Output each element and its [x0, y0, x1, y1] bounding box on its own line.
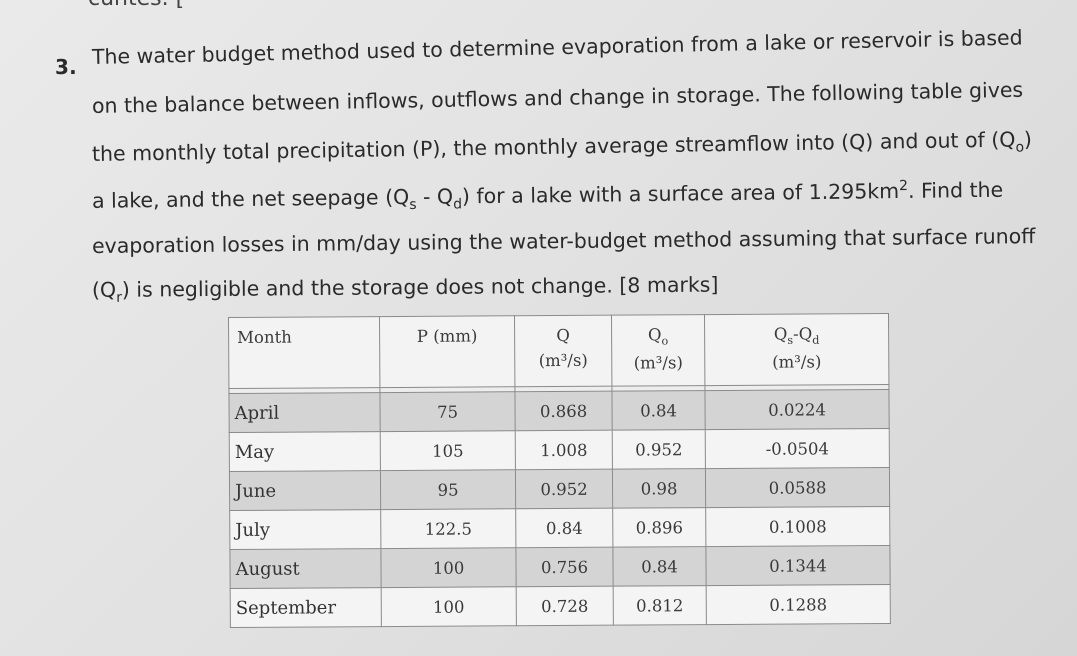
cell-month: April [228, 392, 381, 433]
table-row: May 105 1.008 0.952 -0.0504 [229, 428, 890, 472]
cell-month: May [229, 431, 381, 472]
cell-qo: 0.812 [613, 585, 707, 626]
cell-month: June [229, 470, 381, 511]
cell-p: 95 [380, 469, 516, 510]
qo-subscript: o [1015, 139, 1025, 156]
cell-qsd: 0.1344 [705, 545, 891, 586]
cell-qsd: 0.0224 [704, 389, 890, 430]
question-line-6-b: ) is negligible and the storage does not… [121, 272, 719, 302]
cell-q: 0.756 [515, 547, 614, 587]
cell-qsd: -0.0504 [705, 428, 890, 469]
header-p: P (mm) [379, 315, 515, 388]
cut-off-header-text: cuntes. [ [88, 0, 184, 11]
cell-q: 0.868 [514, 391, 613, 431]
question-line-3: the monthly total precipitation (P), the… [92, 127, 1032, 170]
table-header-row: Month P (mm) Q (m³/s) Qo (m³/s) Qs-Qd (m³/s… [228, 313, 889, 389]
qd-subscript: d [453, 196, 463, 213]
cell-q: 0.728 [516, 586, 614, 626]
table-row: April 75 0.868 0.84 0.0224 [228, 389, 890, 433]
question-line-3-text: the monthly total precipitation (P), the… [91, 127, 1016, 166]
cell-month: July [229, 509, 381, 550]
table-row: July 122.5 0.84 0.896 0.1008 [229, 506, 890, 550]
cell-p: 122.5 [380, 508, 516, 549]
cell-q: 0.952 [515, 469, 613, 509]
cell-qo: 0.84 [611, 390, 706, 431]
cell-qo: 0.84 [612, 546, 707, 587]
cell-qo: 0.98 [612, 468, 706, 509]
question-line-4: a lake, and the net seepage (Qs - Qd) fo… [92, 177, 1004, 217]
header-month: Month [228, 316, 380, 389]
question-line-3-end: ) [1023, 127, 1033, 152]
table-row: June 95 0.952 0.98 0.0588 [229, 467, 890, 511]
header-qs-qd: Qs-Qd (m³/s) [704, 313, 889, 386]
question-number: 3. [55, 55, 77, 79]
question-line-1: The water budget method used to determin… [91, 25, 1023, 69]
cell-p: 100 [381, 586, 517, 627]
header-qo: Qo (m³/s) [611, 314, 705, 387]
question-line-6-a: (Q [91, 277, 117, 302]
cell-month: September [230, 587, 382, 628]
cell-qo: 0.896 [612, 507, 706, 548]
table-row: September 100 0.728 0.812 0.1288 [230, 584, 891, 628]
cell-p: 105 [380, 430, 516, 471]
question-line-6: (Qr) is negligible and the storage does … [92, 273, 719, 307]
water-budget-table: Month P (mm) Q (m³/s) Qo (m³/s) Qs-Qd (m³/s… [228, 312, 891, 628]
cell-qsd: 0.0588 [705, 467, 890, 508]
cell-p: 100 [380, 547, 517, 588]
header-q: Q (m³/s) [514, 315, 612, 387]
question-line-2: on the balance between inflows, outflows… [91, 77, 1024, 118]
table-row: August 100 0.756 0.84 0.1344 [229, 545, 891, 589]
cell-p: 75 [379, 391, 516, 432]
cell-q: 1.008 [515, 430, 613, 470]
cell-month: August [229, 548, 382, 589]
area-superscript: 2 [898, 178, 909, 195]
cell-q: 0.84 [515, 508, 613, 548]
question-line-4-mid: - Q [416, 184, 454, 209]
question-line-5: evaporation losses in mm/day using the w… [91, 224, 1036, 258]
cell-qsd: 0.1288 [706, 584, 891, 625]
cell-qo: 0.952 [612, 429, 706, 470]
cell-qsd: 0.1008 [705, 506, 890, 547]
question-line-4-c: . Find the [907, 177, 1004, 203]
question-line-4-a: a lake, and the net seepage (Q [91, 184, 410, 213]
question-line-4-b: ) for a lake with a surface area of 1.29… [461, 178, 900, 209]
